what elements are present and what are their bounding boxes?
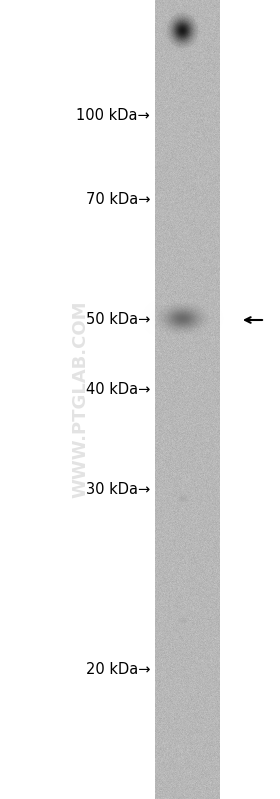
Text: 100 kDa→: 100 kDa→ xyxy=(76,108,150,122)
Text: WWW.PTGLAB.COM: WWW.PTGLAB.COM xyxy=(71,300,89,499)
Text: 40 kDa→: 40 kDa→ xyxy=(86,383,150,397)
Text: 20 kDa→: 20 kDa→ xyxy=(85,662,150,678)
Text: 30 kDa→: 30 kDa→ xyxy=(86,483,150,498)
Text: 50 kDa→: 50 kDa→ xyxy=(86,312,150,328)
Text: 70 kDa→: 70 kDa→ xyxy=(85,193,150,208)
